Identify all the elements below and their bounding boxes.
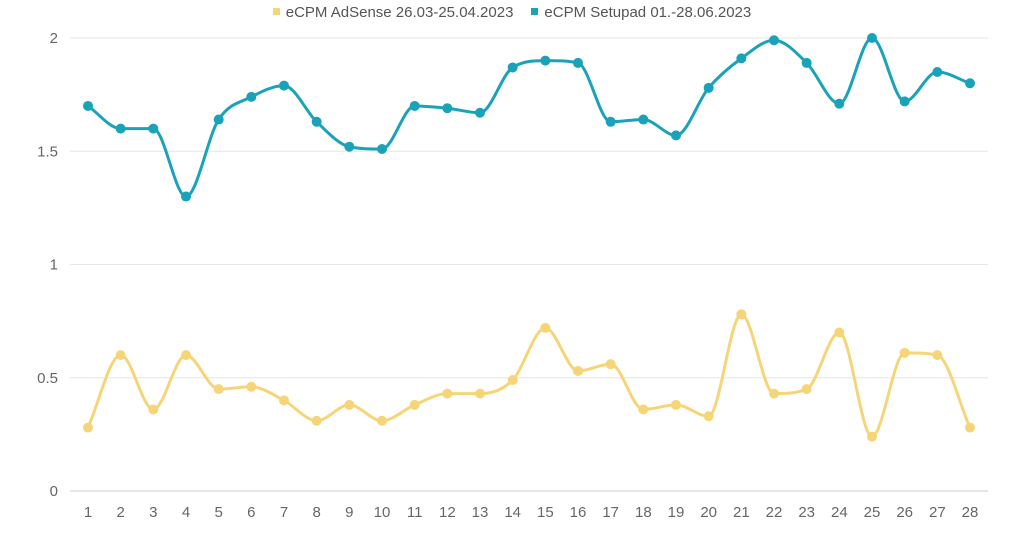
data-point: [246, 91, 257, 102]
x-tick-label: 19: [668, 504, 685, 521]
x-tick-label: 10: [374, 504, 391, 521]
data-point: [899, 96, 910, 107]
x-tick-label: 11: [407, 504, 423, 521]
y-tick-label: 1.5: [37, 143, 58, 160]
data-point: [507, 375, 518, 386]
data-point: [181, 191, 191, 202]
data-point: [573, 365, 583, 376]
data-point: [540, 322, 551, 333]
data-point: [638, 404, 649, 415]
data-point: [573, 57, 583, 68]
y-tick-label: 0: [50, 483, 58, 500]
data-point: [965, 422, 975, 433]
x-tick-label: 22: [766, 504, 783, 521]
data-point: [344, 141, 355, 152]
y-tick-label: 2: [50, 30, 58, 47]
legend-swatch-icon: [272, 7, 280, 15]
x-tick-label: 20: [700, 504, 717, 521]
data-point: [769, 35, 779, 46]
data-point: [115, 123, 126, 134]
data-point: [801, 384, 812, 395]
data-point: [377, 143, 387, 154]
x-tick-label: 16: [570, 504, 587, 521]
data-point: [834, 327, 845, 338]
data-point: [442, 103, 453, 114]
data-point: [213, 384, 224, 395]
data-point: [148, 404, 159, 415]
x-tick-label: 5: [214, 504, 222, 521]
x-tick-label: 6: [247, 504, 255, 521]
data-point: [605, 116, 616, 127]
x-tick-label: 14: [504, 504, 521, 521]
x-tick-label: 2: [116, 504, 124, 521]
x-tick-label: 23: [798, 504, 815, 521]
legend: eCPM AdSense 26.03-25.04.2023 eCPM Setupa…: [0, 4, 1024, 21]
data-point: [736, 53, 747, 64]
data-point: [409, 399, 420, 410]
data-point: [932, 66, 943, 77]
data-point: [246, 381, 257, 392]
data-point: [279, 80, 289, 91]
data-point: [703, 82, 714, 93]
data-point: [409, 100, 420, 111]
x-tick-label: 25: [864, 504, 881, 521]
legend-label: eCPM AdSense 26.03-25.04.2023: [285, 4, 514, 21]
data-point: [638, 114, 649, 125]
legend-item-1[interactable]: eCPM Setupad 01.-28.06.2023: [531, 4, 751, 21]
data-point: [867, 33, 877, 43]
x-tick-label: 4: [182, 504, 190, 521]
data-point: [311, 116, 322, 127]
data-point: [442, 388, 453, 399]
legend-label: eCPM Setupad 01.-28.06.2023: [544, 4, 752, 21]
data-point: [769, 388, 779, 399]
series-line-1: [87, 36, 971, 199]
data-point: [801, 57, 812, 68]
x-tick-label: 26: [896, 504, 913, 521]
data-point: [83, 100, 93, 111]
data-point: [867, 431, 877, 442]
x-tick-label: 12: [439, 504, 456, 521]
data-point: [671, 130, 681, 141]
data-point: [344, 399, 355, 410]
y-tick-label: 1: [50, 257, 58, 274]
x-tick-label: 24: [831, 504, 848, 521]
data-point: [965, 78, 975, 89]
data-point: [148, 123, 159, 134]
x-tick-label: 27: [929, 504, 946, 521]
legend-item-0[interactable]: eCPM AdSense 26.03-25.04.2023: [272, 4, 514, 21]
x-tick-label: 8: [312, 504, 320, 521]
data-point: [834, 98, 845, 109]
data-point: [83, 422, 93, 433]
data-point: [671, 399, 681, 410]
data-point: [311, 415, 322, 426]
x-tick-label: 13: [472, 504, 489, 521]
data-point: [181, 350, 191, 361]
data-point: [899, 347, 910, 358]
x-tick-label: 9: [345, 504, 353, 521]
data-point: [115, 350, 126, 361]
x-tick-label: 7: [280, 504, 288, 521]
x-tick-label: 15: [537, 504, 554, 521]
data-point: [932, 350, 943, 361]
data-point: [475, 107, 485, 118]
data-point: [475, 388, 485, 399]
x-tick-label: 21: [733, 504, 750, 521]
data-point: [736, 309, 747, 320]
data-point: [703, 411, 714, 422]
x-tick-label: 28: [962, 504, 979, 521]
x-tick-label: 1: [84, 504, 92, 521]
data-point: [377, 415, 387, 426]
data-point: [605, 359, 616, 370]
data-point: [279, 395, 289, 406]
legend-swatch-icon: [531, 7, 539, 15]
y-tick-label: 0.5: [37, 370, 58, 387]
x-tick-label: 18: [635, 504, 652, 521]
x-tick-label: 17: [602, 504, 619, 521]
data-point: [540, 55, 551, 66]
x-tick-label: 3: [149, 504, 157, 521]
data-point: [213, 114, 224, 125]
data-point: [507, 62, 518, 73]
